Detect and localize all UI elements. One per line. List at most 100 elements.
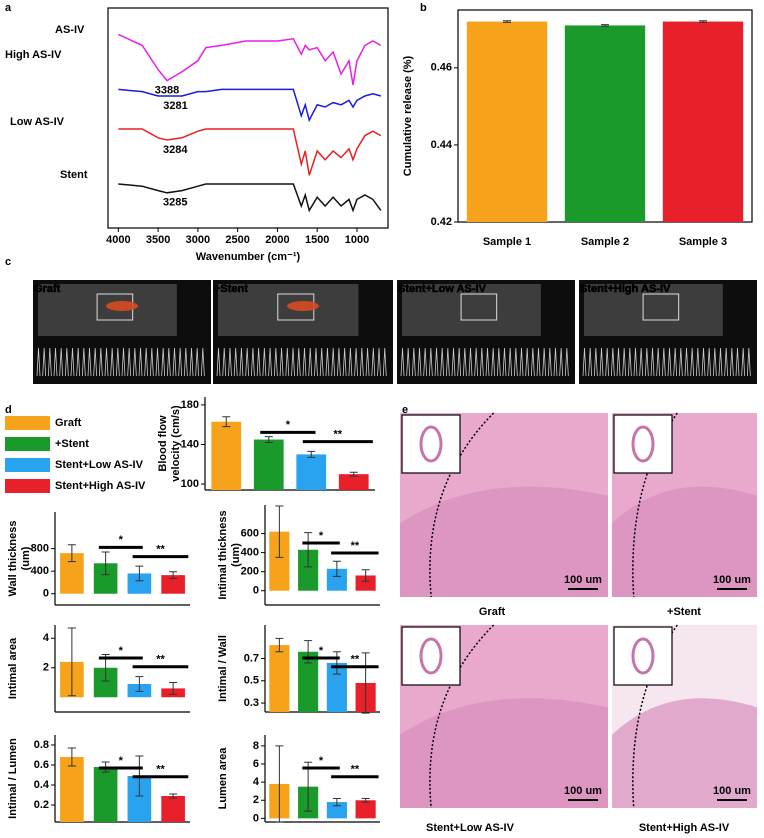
error-bar	[264, 436, 273, 444]
bar	[60, 553, 84, 594]
error-bar	[67, 544, 76, 563]
significance-label: **	[156, 764, 165, 776]
y-tick-label: 180	[181, 399, 199, 411]
significance-label: *	[286, 419, 291, 431]
error-bar	[222, 416, 231, 428]
y-tick-label: 0.46	[431, 62, 452, 74]
y-axis-label: Wall thickness	[7, 520, 19, 596]
error-bar	[304, 761, 313, 812]
panel-label: b	[420, 2, 427, 14]
inset	[613, 626, 673, 686]
error-bar	[332, 560, 341, 577]
bar	[662, 21, 744, 223]
bar	[338, 474, 369, 490]
plot-frame	[107, 7, 389, 229]
spectrum-line	[118, 88, 382, 123]
doppler-waveform	[582, 347, 751, 377]
legend-swatch	[5, 479, 50, 493]
boundary	[429, 412, 495, 598]
tissue-texture	[612, 486, 757, 597]
y-axis-label: Blood flow	[157, 415, 169, 472]
y-axis-label: (um)	[230, 543, 242, 567]
y-tick-label: 6	[253, 758, 259, 770]
peak-label: 3284	[163, 144, 188, 156]
bar	[127, 776, 152, 822]
image-label: Stent+High AS-IV	[580, 283, 671, 295]
y-tick-label: 2	[43, 662, 49, 674]
y-tick-label: 0.6	[34, 759, 49, 771]
ultrasound-image	[579, 280, 757, 384]
x-tick-label: 4000	[106, 234, 130, 246]
error-bar	[169, 571, 178, 580]
panel-label: d	[5, 404, 12, 416]
y-tick-label: 400	[31, 565, 49, 577]
error-bar	[135, 676, 144, 692]
doppler-color	[287, 301, 319, 311]
scale-bar-label: 100 um	[564, 785, 602, 797]
inset	[401, 626, 461, 686]
y-tick-label: 0	[253, 812, 259, 824]
series-label: Stent	[60, 169, 88, 181]
panel-label: e	[402, 404, 408, 416]
doppler-waveform	[216, 347, 387, 377]
y-tick-label: 2	[253, 794, 259, 806]
y-tick-label: 0.2	[34, 799, 49, 811]
y-tick-label: 600	[241, 527, 259, 539]
image-bmode	[402, 284, 541, 336]
y-axis-label: Lumen area	[217, 747, 229, 810]
tissue-texture	[612, 698, 757, 808]
scale-bar-label: 100 um	[564, 574, 602, 586]
y-tick-label: 100	[181, 478, 199, 490]
y-tick-label: 0.44	[431, 139, 453, 151]
y-tick-label: 0.5	[244, 675, 259, 687]
bar	[93, 667, 118, 698]
legend-label: Stent+Low AS-IV	[55, 459, 144, 471]
doppler-color	[106, 301, 138, 311]
y-tick-label: 0	[253, 585, 259, 597]
error-bar	[361, 797, 370, 803]
bar	[296, 454, 327, 490]
legend-label: +Stent	[55, 438, 89, 450]
bar	[161, 796, 185, 822]
bar	[355, 800, 376, 819]
inset-vessel	[419, 637, 443, 675]
y-tick-label: 200	[241, 566, 259, 578]
significance-label: **	[351, 764, 360, 776]
histology-image	[400, 624, 608, 809]
ultrasound-image	[33, 280, 211, 384]
panel-label: a	[5, 2, 12, 14]
bar	[326, 568, 347, 591]
x-tick-label: 2500	[225, 234, 249, 246]
x-tick-label: 2000	[265, 234, 289, 246]
inset-vessel	[419, 425, 443, 463]
x-tick-label: 3500	[146, 234, 170, 246]
error-bar	[275, 637, 284, 653]
series-label: AS-IV	[55, 24, 85, 36]
y-tick-label: 4	[43, 632, 50, 644]
error-bar	[332, 651, 341, 675]
y-tick-label: 0.4	[34, 779, 50, 791]
scale-bar-label: 100 um	[713, 574, 751, 586]
significance-label: *	[119, 645, 124, 657]
bar	[161, 575, 185, 594]
legend-label: Graft	[55, 417, 82, 429]
error-bar	[169, 682, 178, 695]
bar	[93, 563, 118, 594]
x-tick-label: Sample 3	[679, 236, 727, 248]
y-axis-label: Cumulative release (%)	[402, 55, 414, 176]
y-tick-label: 0.8	[34, 739, 49, 751]
histology-image	[400, 412, 608, 598]
histology-image	[612, 412, 757, 598]
image-label: +Stent	[214, 283, 248, 295]
significance-label: **	[156, 654, 165, 666]
error-bar	[361, 569, 370, 582]
bar	[298, 549, 319, 591]
scale-bar-label: 100 um	[713, 785, 751, 797]
x-tick-label: 3000	[186, 234, 210, 246]
error-bar	[67, 747, 76, 767]
bar	[269, 531, 290, 591]
error-bar	[361, 652, 370, 714]
y-axis-label: Intimal / Lumen	[7, 738, 19, 819]
significance-label: *	[319, 645, 324, 657]
